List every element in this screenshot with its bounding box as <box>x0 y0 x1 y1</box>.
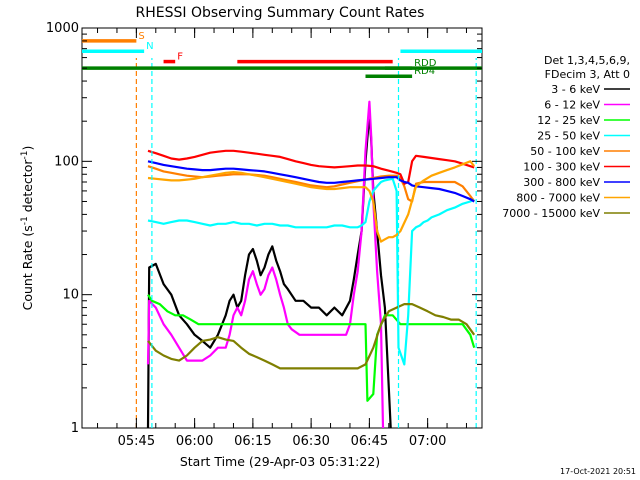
legend-label: 12 - 25 keV <box>537 114 600 127</box>
axis-layer: 1 10 100 1000 05:45 06:00 06:15 06:30 06:45 07:00 <box>46 21 482 449</box>
series-line <box>147 177 475 366</box>
legend: Det 1,3,4,5,6,9, FDecim 3, Att 0 3 - 6 k… <box>502 54 630 220</box>
flag-label: RDD <box>414 58 437 69</box>
x-tick-label: 07:00 <box>409 434 446 449</box>
series-line <box>147 165 476 203</box>
y-axis-label-part: ) <box>20 146 35 151</box>
y-tick-label: 10 <box>62 288 79 303</box>
flag-label: N <box>146 41 153 52</box>
x-axis-label: Start Time (29-Apr-03 05:31:22) <box>180 454 380 469</box>
y-tick-label: 1000 <box>46 21 79 36</box>
legend-label: 800 - 7000 keV <box>516 192 600 205</box>
y-axis-label: Count Rate (s-1 detector-1) <box>20 146 35 311</box>
legend-label: 50 - 100 keV <box>530 145 600 158</box>
legend-label: 7000 - 15000 keV <box>502 207 600 220</box>
timestamp: 17-Oct-2021 20:51 <box>560 467 636 476</box>
series-layer <box>146 100 476 429</box>
series-line <box>146 111 392 429</box>
legend-label: 6 - 12 keV <box>544 99 600 112</box>
chart-title: RHESSI Observing Summary Count Rates <box>136 5 425 21</box>
legend-label: 100 - 300 keV <box>523 161 600 174</box>
legend-label: 300 - 800 keV <box>523 176 600 189</box>
y-axis-label-sup: -1 <box>20 151 30 160</box>
series-line <box>147 294 476 402</box>
series-line <box>147 160 476 243</box>
series-line <box>147 303 476 370</box>
flag-label: F <box>177 52 183 63</box>
legend-label: 3 - 6 keV <box>551 83 600 96</box>
flag-label: S <box>138 31 144 42</box>
series-line <box>147 160 475 203</box>
series-line <box>146 100 385 429</box>
vline-layer <box>135 58 477 428</box>
legend-header-line: Det 1,3,4,5,6,9, <box>544 54 630 67</box>
y-axis-label-part: detector <box>20 159 35 217</box>
x-tick-label: 06:00 <box>176 434 213 449</box>
legend-header-line: FDecim 3, Att 0 <box>545 68 630 81</box>
y-axis-label-sup: -1 <box>20 216 30 225</box>
x-tick-label: 05:45 <box>118 434 155 449</box>
x-tick-label: 06:30 <box>292 434 329 449</box>
series-line <box>147 149 475 185</box>
x-tick-label: 06:15 <box>234 434 271 449</box>
y-tick-label: 100 <box>54 154 79 169</box>
legend-label: 25 - 50 keV <box>537 130 600 143</box>
x-tick-label: 06:45 <box>351 434 388 449</box>
y-axis-label-part: Count Rate (s <box>20 225 35 310</box>
flag-label: RD4 <box>414 66 435 77</box>
plot-frame <box>81 27 483 429</box>
legend-entries: 3 - 6 keV 6 - 12 keV 12 - 25 keV 25 - 50 ke… <box>502 83 630 220</box>
y-tick-label: 1 <box>71 421 79 436</box>
